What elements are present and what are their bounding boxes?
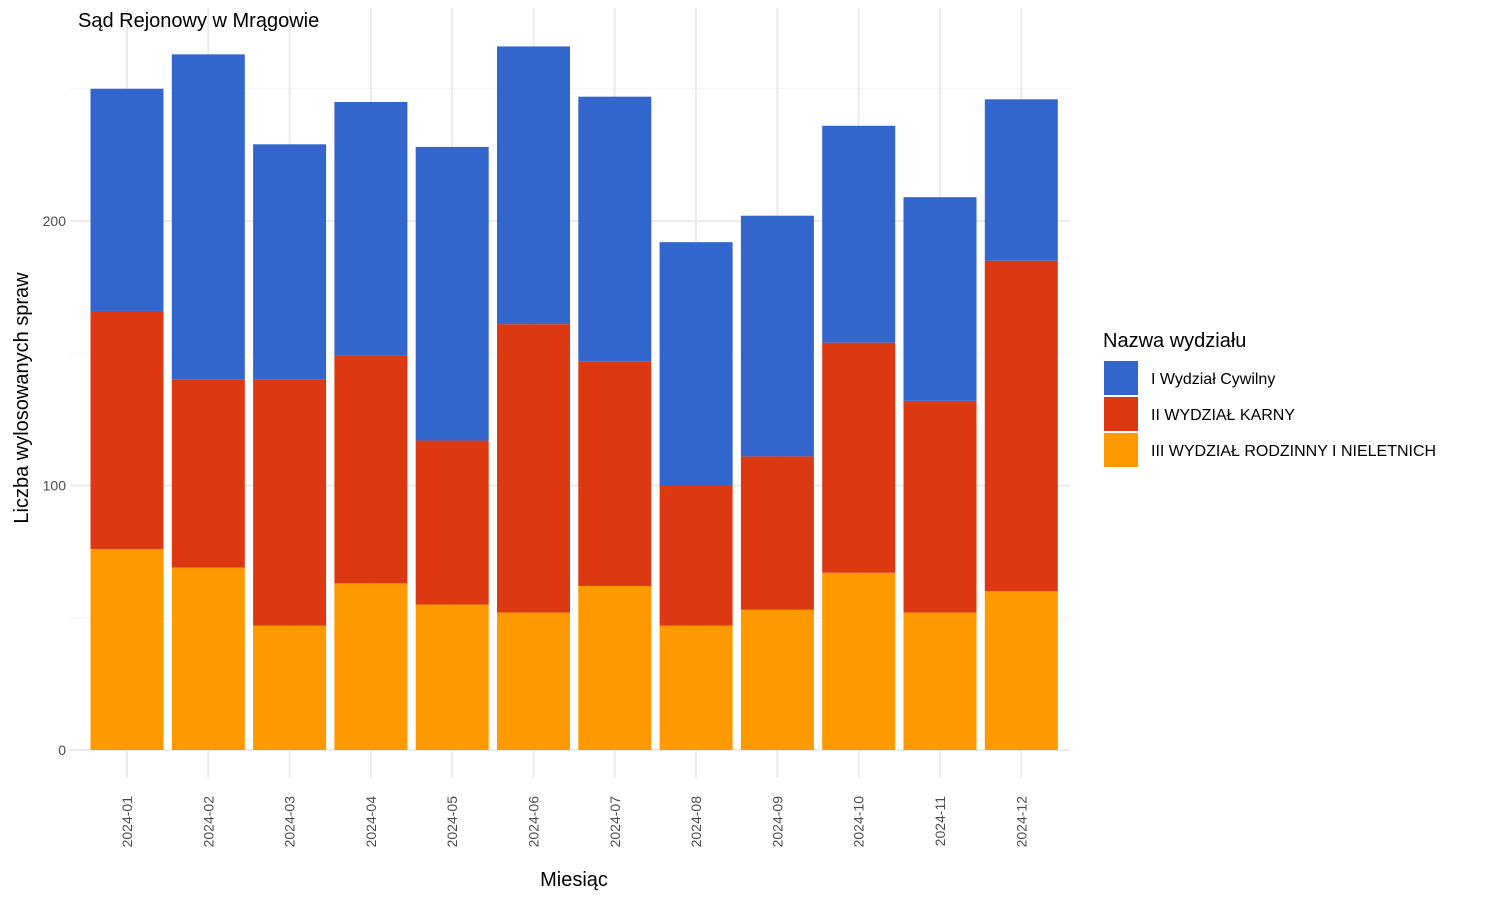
bar-segment — [253, 625, 327, 750]
bar-segment — [497, 46, 570, 325]
bar-segment — [903, 197, 977, 401]
bar-segment — [497, 612, 570, 750]
x-axis-ticks: 2024-01 2024-02 2024-03 2024-04 2024-05 2024-… — [119, 796, 1029, 848]
bar-segment — [984, 260, 1058, 592]
x-tick-label: 2024-05 — [444, 796, 460, 848]
bar-segment — [90, 310, 164, 549]
bar-segment — [334, 583, 408, 750]
bar-segment — [578, 96, 652, 362]
bar-segment — [822, 342, 896, 573]
bar-segment — [253, 379, 327, 626]
bar-segment — [984, 99, 1058, 261]
bar-segment — [415, 440, 489, 605]
x-tick-label: 2024-06 — [526, 796, 542, 848]
x-tick-label: 2024-08 — [688, 796, 704, 848]
bar-segment — [903, 612, 977, 750]
bar-segment — [334, 355, 408, 584]
x-tick-label: 2024-12 — [1013, 796, 1029, 848]
bar-segment — [171, 567, 245, 750]
bar-segment — [90, 548, 164, 750]
bar-segment — [659, 485, 733, 626]
x-tick-label: 2024-01 — [119, 796, 135, 848]
bar-segment — [740, 609, 814, 750]
x-tick-label: 2024-09 — [769, 796, 785, 848]
bar-segment — [415, 604, 489, 750]
legend: Nazwa wydziału I Wydział Cywilny II WYDZI… — [1103, 330, 1436, 467]
legend-key — [1104, 433, 1138, 467]
y-tick-label: 100 — [43, 478, 67, 494]
legend-label: III WYDZIAŁ RODZINNY I NIELETNICH — [1151, 443, 1436, 460]
x-tick-label: 2024-11 — [932, 796, 948, 847]
legend-key — [1104, 397, 1138, 431]
bar-segment — [984, 591, 1058, 750]
bar-segment — [334, 101, 408, 356]
bar-segment — [740, 215, 814, 457]
y-tick-label: 0 — [58, 742, 66, 758]
legend-label: II WYDZIAŁ KARNY — [1151, 407, 1295, 424]
bar-segment — [253, 144, 327, 380]
x-axis-title: Miesiąc — [540, 869, 608, 891]
bar-segment — [171, 379, 245, 568]
y-axis-ticks: 0 100 200 — [43, 213, 67, 758]
bar-segment — [740, 456, 814, 610]
bar-segment — [415, 146, 489, 441]
x-tick-label: 2024-03 — [282, 796, 298, 848]
chart-title: Sąd Rejonowy w Mrągowie — [78, 10, 319, 32]
bar-segment — [822, 572, 896, 750]
legend-title: Nazwa wydziału — [1103, 330, 1246, 352]
x-tick-label: 2024-02 — [200, 796, 216, 848]
bar-segment — [578, 361, 652, 587]
x-tick-label: 2024-10 — [851, 796, 867, 848]
bar-segment — [90, 88, 164, 311]
x-tick-label: 2024-04 — [363, 796, 379, 848]
legend-key — [1104, 361, 1138, 395]
y-axis-title: Liczba wylosowanych spraw — [11, 272, 33, 524]
legend-label: I Wydział Cywilny — [1151, 371, 1275, 388]
bar-segment — [822, 125, 896, 343]
bar-segment — [578, 586, 652, 750]
bars — [90, 46, 1058, 750]
y-tick-label: 200 — [43, 213, 67, 229]
bar-segment — [659, 625, 733, 750]
x-tick-label: 2024-07 — [607, 796, 623, 848]
bar-segment — [659, 242, 733, 486]
bar-segment — [903, 400, 977, 613]
bar-segment — [497, 324, 570, 613]
bar-segment — [171, 54, 245, 380]
